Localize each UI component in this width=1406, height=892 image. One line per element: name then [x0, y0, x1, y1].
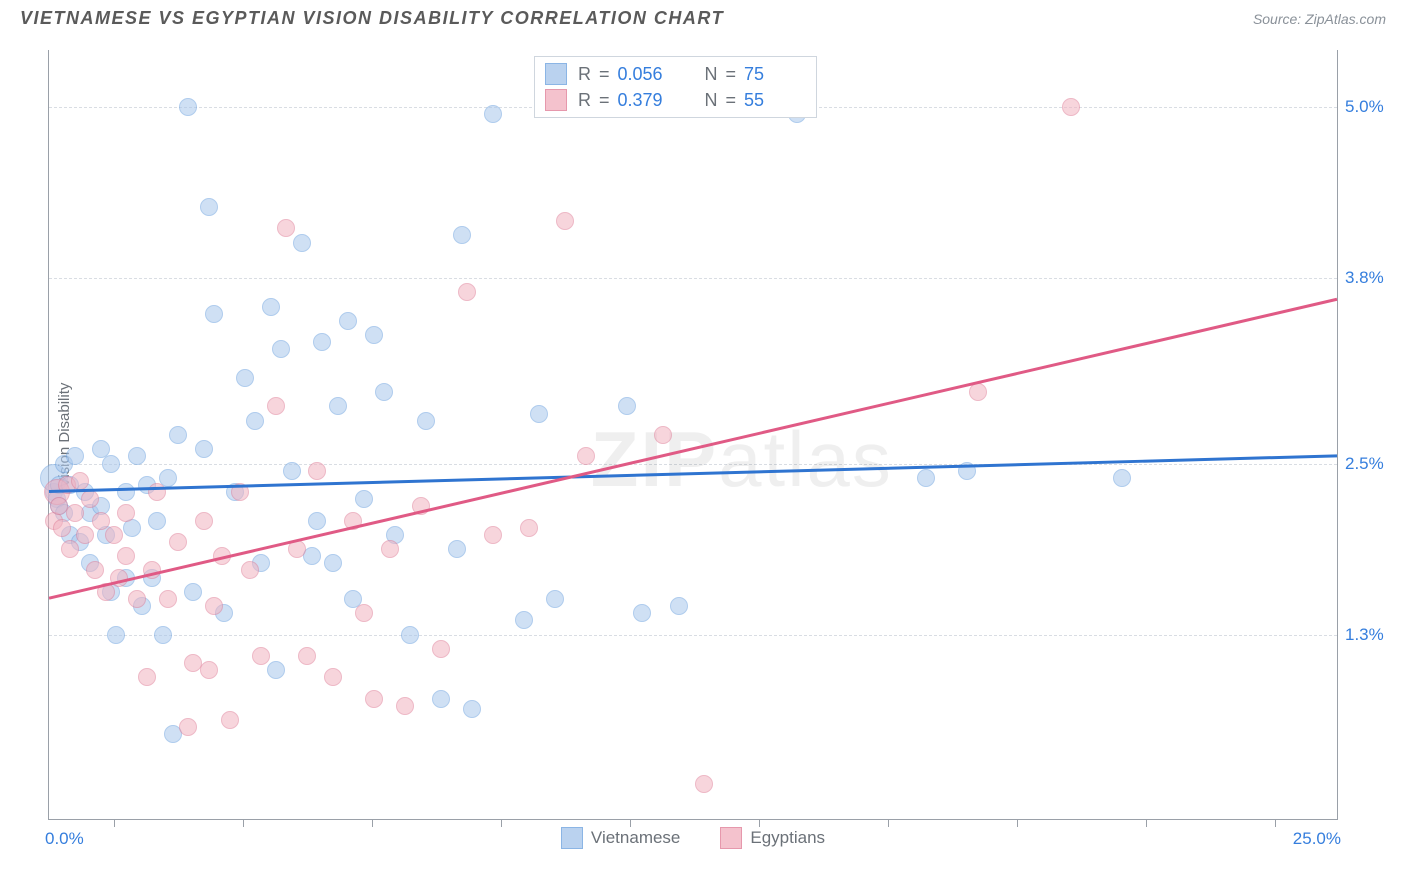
x-tick	[372, 819, 373, 827]
x-tick	[114, 819, 115, 827]
x-tick	[501, 819, 502, 827]
stats-row: R = 0.379 N = 55	[545, 87, 802, 113]
stats-row: R = 0.056 N = 75	[545, 61, 802, 87]
trend-line-vietnamese	[49, 456, 1337, 492]
trend-lines-layer	[49, 50, 1337, 819]
legend-item: Egyptians	[720, 827, 825, 849]
legend-swatch	[545, 63, 567, 85]
source-label: Source: ZipAtlas.com	[1253, 11, 1386, 27]
y-tick-label: 2.5%	[1345, 454, 1397, 474]
stat-n-value: 55	[744, 90, 802, 111]
stat-r-label: R	[575, 90, 591, 111]
stat-r-value: 0.056	[618, 64, 676, 85]
legend-label: Vietnamese	[591, 828, 680, 848]
x-tick	[243, 819, 244, 827]
chart-container: Vision Disability 5.0%3.8%2.5%1.3% ZIPat…	[48, 50, 1386, 820]
x-tick	[1146, 819, 1147, 827]
plot-area: 5.0%3.8%2.5%1.3% ZIPatlas 0.0% 25.0% R=0…	[48, 50, 1338, 820]
stat-n-label: N	[702, 90, 718, 111]
stat-n-value: 75	[744, 64, 802, 85]
legend-swatch	[561, 827, 583, 849]
x-tick	[1275, 819, 1276, 827]
x-tick	[1017, 819, 1018, 827]
equals-sign: =	[599, 64, 610, 85]
x-tick	[759, 819, 760, 827]
y-tick-label: 1.3%	[1345, 625, 1397, 645]
stats-legend-box: R = 0.056 N = 75 R = 0.379 N = 55	[534, 56, 817, 118]
stat-n-label: N	[702, 64, 718, 85]
bottom-legend: Vietnamese Egyptians	[49, 827, 1337, 849]
stat-r-label: R	[575, 64, 591, 85]
x-tick	[630, 819, 631, 827]
legend-swatch	[720, 827, 742, 849]
equals-sign: =	[599, 90, 610, 111]
equals-sign: =	[726, 64, 737, 85]
equals-sign: =	[726, 90, 737, 111]
legend-swatch	[545, 89, 567, 111]
trend-line-egyptians	[49, 299, 1337, 598]
y-tick-label: 5.0%	[1345, 97, 1397, 117]
chart-title: VIETNAMESE VS EGYPTIAN VISION DISABILITY…	[20, 8, 724, 29]
x-tick	[888, 819, 889, 827]
legend-item: Vietnamese	[561, 827, 680, 849]
stat-r-value: 0.379	[618, 90, 676, 111]
legend-label: Egyptians	[750, 828, 825, 848]
y-tick-label: 3.8%	[1345, 268, 1397, 288]
